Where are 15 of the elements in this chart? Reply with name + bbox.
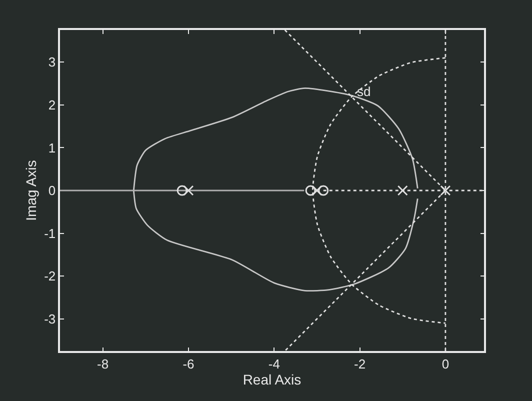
y-tick-label: -3: [44, 311, 56, 326]
x-tick-label: -6: [182, 356, 194, 372]
x-tick-label: 0: [442, 356, 450, 372]
x-tick-label: -2: [354, 356, 366, 372]
y-tick-label: 3: [48, 54, 56, 70]
y-tick-label: 0: [48, 183, 56, 198]
x-tick-label: -8: [97, 356, 109, 372]
x-axis-title: Real Axis: [242, 371, 302, 388]
y-tick-label: 1: [48, 140, 56, 156]
y-tick-label: -1: [44, 226, 56, 241]
y-tick-label: 2: [48, 97, 56, 112]
y-axis-title: Imag Axis: [23, 160, 40, 221]
x-tick-label: -4: [268, 356, 280, 372]
annotation: sd: [357, 84, 371, 99]
y-tick-label: -2: [44, 268, 56, 284]
